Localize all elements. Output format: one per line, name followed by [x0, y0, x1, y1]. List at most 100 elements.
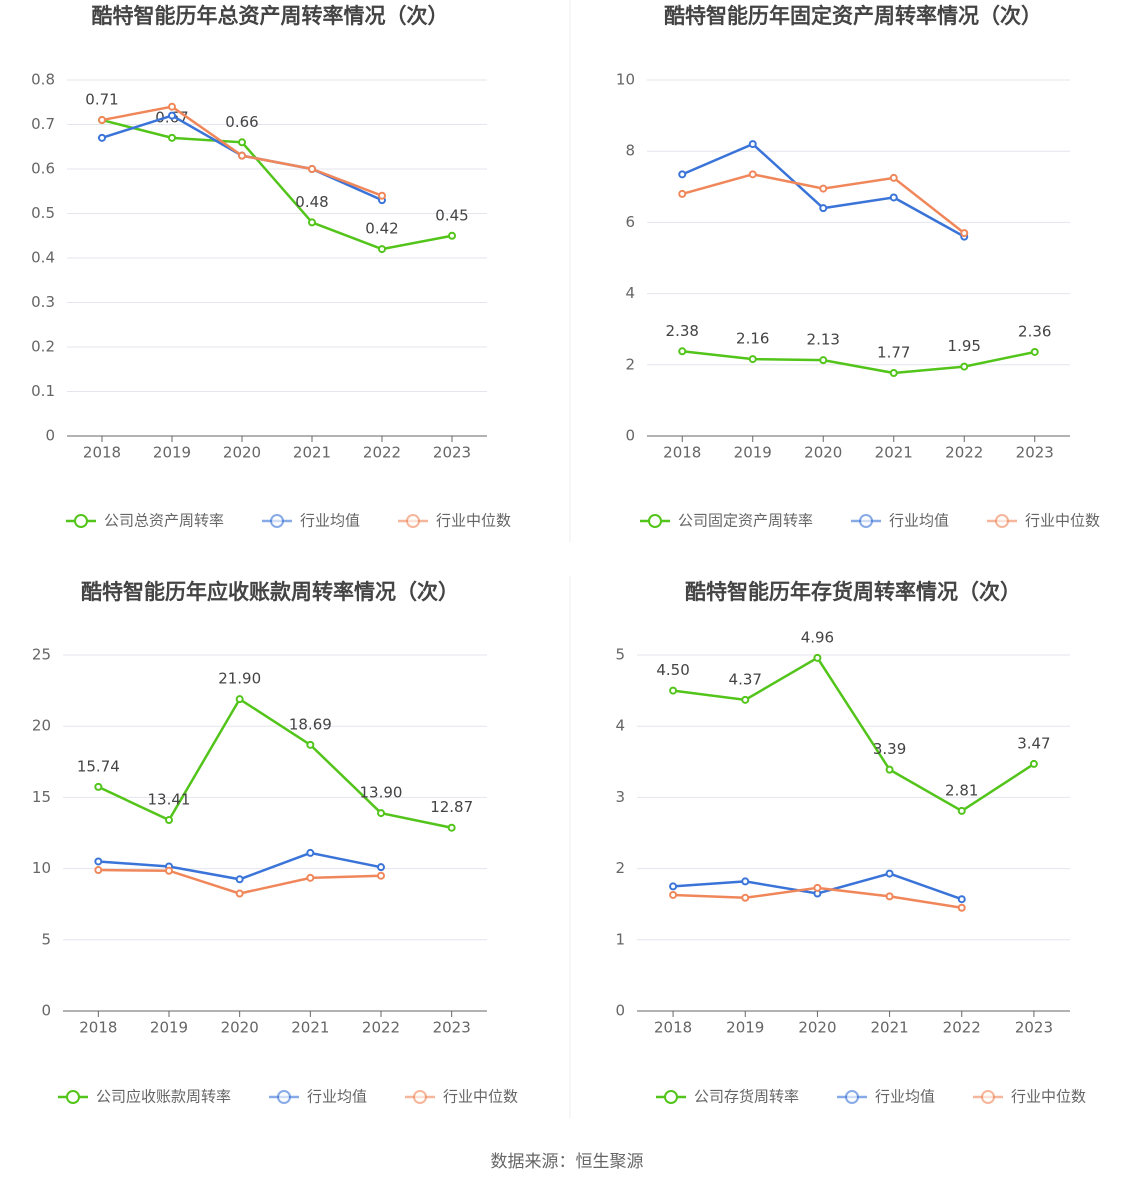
- legend-label: 行业均值: [889, 512, 949, 530]
- legend-marker: [270, 514, 284, 528]
- data-label: 0.48: [295, 193, 328, 211]
- data-point: [885, 869, 894, 878]
- data-label: 4.96: [801, 628, 834, 646]
- chart-title: 酷特智能历年应收账款周转率情况（次）: [81, 580, 459, 604]
- data-point: [165, 816, 173, 825]
- data-point: [748, 170, 757, 179]
- data-point: [306, 740, 315, 749]
- data-label: 21.90: [218, 670, 261, 688]
- data-point: [306, 873, 315, 882]
- legend-label: 行业均值: [307, 1088, 367, 1106]
- x-tick-label: 2023: [433, 444, 471, 462]
- y-tick-label: 0: [615, 1002, 625, 1020]
- data-point: [885, 892, 894, 901]
- data-point: [678, 170, 687, 179]
- legend-label: 行业中位数: [443, 1088, 518, 1106]
- data-point: [168, 133, 176, 142]
- data-point: [94, 782, 103, 791]
- data-point: [377, 871, 385, 880]
- source: 数据来源：恒生聚源: [491, 1152, 644, 1172]
- legend-marker: [74, 514, 88, 528]
- legend-marker: [664, 1090, 678, 1104]
- legend-label: 公司总资产周转率: [104, 512, 224, 530]
- y-tick-label: 0: [45, 427, 55, 445]
- data-label: 2.81: [945, 781, 978, 799]
- y-tick-label: 20: [32, 717, 51, 735]
- data-point: [678, 189, 687, 198]
- y-tick-label: 10: [616, 71, 635, 89]
- y-tick-label: 0.8: [31, 71, 55, 89]
- data-point: [447, 823, 456, 832]
- data-point: [889, 368, 898, 377]
- y-tick-label: 0.3: [31, 293, 55, 311]
- data-label: 18.69: [289, 715, 332, 733]
- data-point: [885, 765, 894, 774]
- y-tick-label: 5: [41, 930, 51, 948]
- x-tick-label: 2020: [804, 444, 842, 462]
- y-tick-label: 2: [625, 355, 635, 373]
- x-tick-label: 2019: [153, 444, 191, 462]
- data-label: 3.47: [1017, 734, 1050, 752]
- y-tick-label: 0.2: [31, 338, 55, 356]
- y-tick-label: 6: [625, 213, 635, 231]
- data-point: [741, 893, 750, 902]
- legend-marker: [406, 514, 420, 528]
- legend-marker: [845, 1090, 859, 1104]
- data-point: [377, 863, 385, 872]
- legend-label: 公司固定资产周转率: [678, 512, 813, 530]
- data-point: [448, 231, 456, 240]
- data-point: [957, 903, 966, 912]
- x-tick-label: 2022: [945, 444, 983, 462]
- x-tick-label: 2018: [654, 1019, 692, 1037]
- y-tick-label: 4: [615, 717, 625, 735]
- data-label: 4.37: [729, 670, 762, 688]
- series-line: [97, 697, 452, 829]
- data-label: 0.66: [225, 113, 258, 131]
- data-point: [819, 184, 828, 193]
- series-line: [101, 118, 453, 251]
- legend-label: 行业均值: [875, 1088, 935, 1106]
- y-tick-label: 0: [41, 1002, 51, 1020]
- y-tick-label: 0.5: [31, 204, 55, 222]
- legend-marker: [995, 514, 1009, 528]
- y-tick-label: 10: [32, 859, 51, 877]
- data-point: [957, 806, 966, 815]
- data-point: [678, 347, 687, 356]
- data-point: [235, 875, 244, 884]
- data-point: [168, 111, 176, 120]
- x-tick-label: 2018: [663, 444, 701, 462]
- data-point: [748, 355, 757, 364]
- data-point: [168, 102, 176, 111]
- data-point: [165, 866, 173, 875]
- y-tick-label: 3: [615, 788, 625, 806]
- data-point: [1029, 759, 1038, 768]
- x-tick-label: 2018: [83, 444, 121, 462]
- legend-marker: [277, 1090, 291, 1104]
- x-tick-label: 2021: [291, 1019, 329, 1037]
- y-tick-label: 25: [32, 646, 51, 664]
- y-tick-label: 0: [625, 427, 635, 445]
- data-point: [377, 809, 385, 818]
- data-point: [741, 695, 750, 704]
- data-point: [957, 895, 966, 904]
- x-tick-label: 2020: [223, 444, 261, 462]
- x-tick-label: 2019: [150, 1019, 188, 1037]
- x-tick-label: 2023: [1016, 444, 1054, 462]
- y-tick-label: 0.4: [31, 249, 55, 267]
- data-point: [1030, 347, 1039, 356]
- data-point: [669, 890, 678, 899]
- data-point: [308, 165, 316, 173]
- legend-marker: [413, 1090, 427, 1104]
- data-label: 0.71: [85, 91, 118, 109]
- data-label: 0.42: [365, 220, 398, 238]
- data-label: 2.38: [666, 322, 699, 340]
- data-point: [960, 362, 969, 371]
- chart-title: 酷特智能历年固定资产周转率情况（次）: [664, 4, 1042, 28]
- chart-title: 酷特智能历年存货周转率情况（次）: [685, 580, 1021, 604]
- y-tick-label: 0.1: [31, 382, 55, 400]
- x-tick-label: 2020: [221, 1019, 259, 1037]
- legend-label: 行业均值: [300, 512, 360, 530]
- data-point: [669, 686, 678, 695]
- data-point: [308, 218, 316, 227]
- data-point: [235, 695, 244, 704]
